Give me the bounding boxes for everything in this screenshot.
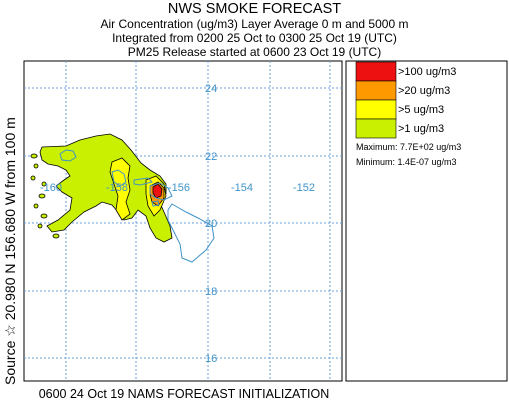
coast-oahu — [111, 169, 127, 187]
legend-frame — [345, 60, 508, 382]
legend-swatch-5 — [355, 99, 397, 120]
plume-fragment — [41, 181, 47, 187]
subtitle-line-2: Integrated from 0200 25 Oct to 0300 25 O… — [112, 31, 397, 45]
plume-fragment — [52, 233, 60, 239]
legend-label-1: >1 ug/m3 — [398, 123, 445, 135]
maximum-value: Maximum: 7.7E+02 ug/m3 — [356, 142, 462, 152]
minimum-value: Minimum: 1.4E-07 ug/m3 — [356, 157, 457, 167]
lon-label-154: -154 — [231, 182, 253, 194]
plume-fragment — [33, 163, 39, 169]
subtitle-line-3: PM25 Release started at 0600 23 Oct 19 (… — [127, 45, 382, 59]
lon-label-156: -156 — [168, 182, 190, 194]
plume-level-1-fragments — [30, 153, 60, 239]
lat-label-20: 20 — [205, 218, 217, 230]
coast-molokai — [133, 177, 153, 186]
lon-label-160: -160 — [40, 182, 62, 194]
chart-title: NWS SMOKE FORECAST — [167, 1, 342, 17]
lat-label-16: 16 — [205, 353, 217, 365]
graticule-labels: 24 22 20 18 16 -160 -158 -156 -154 -152 — [40, 83, 315, 365]
legend-swatch-1 — [355, 118, 397, 139]
title-block: NWS SMOKE FORECAST Air Concentration (ug… — [0, 0, 509, 59]
plume-level-1 — [39, 133, 173, 243]
plume-fragment — [30, 175, 36, 181]
coastlines — [59, 149, 215, 263]
lat-label-18: 18 — [205, 286, 217, 298]
lon-label-158: -158 — [106, 182, 128, 194]
plume-fragment — [38, 193, 46, 199]
coast-hawaii — [167, 203, 215, 263]
subtitle-line-1: Air Concentration (ug/m3) Layer Average … — [100, 17, 409, 31]
lon-label-152: -152 — [293, 182, 315, 194]
forecast-initialization-label: 0600 24 Oct 19 NAMS FORECAST INITIALIZAT… — [38, 387, 330, 401]
plume-fragment — [33, 203, 39, 209]
legend-label-100: >100 ug/m3 — [398, 66, 457, 78]
lat-label-22: 22 — [205, 151, 217, 163]
legend-swatch-100 — [355, 61, 397, 82]
plume-level-5 — [109, 157, 131, 221]
coast-kahoolawe — [151, 200, 160, 207]
plume-fragment — [40, 213, 48, 219]
lat-label-24: 24 — [205, 83, 217, 95]
plume-fragment — [30, 153, 38, 159]
legend-label-20: >20 ug/m3 — [398, 85, 451, 97]
legend-label-5: >5 ug/m3 — [398, 104, 445, 116]
map-frame — [23, 60, 343, 382]
legend-swatch-20 — [355, 80, 397, 101]
coast-kauai — [59, 149, 77, 162]
graticule — [24, 61, 342, 381]
plume-fragment — [37, 223, 43, 229]
coast-maui — [149, 182, 173, 201]
